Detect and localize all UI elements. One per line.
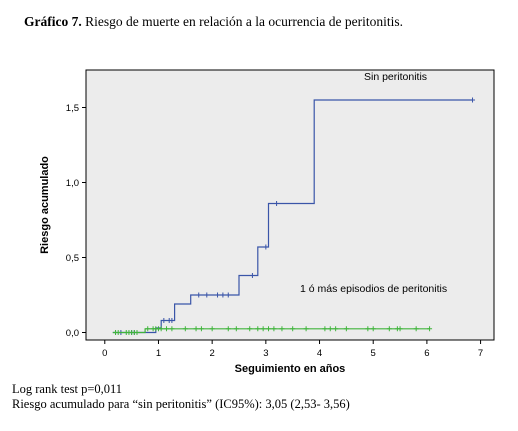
censor-mark-1: [397, 326, 403, 332]
censor-mark-0: [161, 318, 167, 323]
censor-mark-1: [182, 326, 188, 332]
censor-mark-1: [193, 326, 199, 332]
censor-mark-0: [220, 292, 226, 298]
series-label-peritonitis: 1 ó más episodios de peritonitis: [300, 283, 447, 295]
censor-mark-1: [413, 326, 419, 332]
censor-mark-1: [266, 326, 272, 332]
censor-mark-0: [225, 292, 231, 298]
axes: 0 1 2 3 4 5 6 7 0,0 0,5 1,0 1,5: [66, 103, 483, 359]
x-tick-label: 1: [156, 348, 161, 359]
censor-mark-1: [322, 326, 328, 332]
censor-mark-0: [204, 292, 210, 298]
censor-mark-1: [209, 326, 215, 332]
censor-mark-1: [134, 330, 140, 335]
risk-note: Riesgo acumulado para “sin peritonitis” …: [12, 397, 350, 411]
censor-mark-1: [365, 326, 371, 332]
censor-mark-1: [333, 326, 339, 332]
censor-mark-0: [169, 318, 175, 323]
censor-mark-0: [249, 273, 255, 278]
censor-mark-1: [327, 326, 333, 332]
censor-mark-1: [158, 326, 164, 332]
figure-label: Gráfico 7.: [24, 14, 82, 29]
censor-mark-0: [215, 292, 221, 298]
logrank-note: Log rank test p=0,011: [12, 382, 123, 396]
censor-mark-1: [145, 326, 151, 332]
censor-mark-1: [255, 326, 261, 332]
plot-area: [85, 69, 495, 341]
censor-mark-0: [263, 244, 269, 250]
x-tick-label: 6: [424, 348, 429, 359]
km-chart: 0 1 2 3 4 5 6 7 0,0 0,5 1,0 1,5 Sin peritonitis 1 ó…: [39, 69, 495, 375]
x-tick-label: 5: [371, 348, 376, 359]
x-tick-label: 3: [263, 348, 268, 359]
series-layer: [112, 97, 476, 335]
y-tick-label: 1,0: [66, 178, 79, 189]
censor-mark-1: [233, 326, 239, 332]
censor-mark-1: [386, 326, 392, 332]
y-axis-label: Riesgo acumulado: [39, 156, 51, 254]
y-tick-label: 0,0: [66, 328, 79, 339]
x-tick-label: 2: [210, 348, 215, 359]
censor-mark-1: [343, 326, 349, 332]
x-tick-label: 4: [317, 348, 322, 359]
x-tick-label: 0: [102, 348, 107, 359]
series-label-sin-peritonitis: Sin peritonitis: [364, 71, 427, 83]
censor-mark-0: [470, 97, 476, 103]
censor-mark-0: [196, 292, 202, 298]
y-tick-label: 1,5: [66, 103, 79, 114]
censor-mark-0: [274, 201, 280, 206]
censor-mark-1: [115, 330, 121, 335]
censor-mark-1: [164, 326, 170, 332]
censor-mark-1: [271, 326, 277, 332]
censor-mark-1: [198, 326, 204, 332]
censor-mark-1: [169, 326, 175, 332]
censor-mark-1: [370, 326, 376, 332]
censor-mark-1: [303, 326, 309, 332]
x-axis-label: Seguimiento en años: [235, 363, 346, 375]
censor-mark-1: [290, 326, 296, 332]
censor-mark-1: [279, 326, 285, 332]
censor-mark-1: [225, 326, 231, 332]
censor-mark-1: [247, 326, 253, 332]
censor-mark-1: [260, 326, 266, 332]
censor-mark-1: [427, 326, 433, 332]
figure-caption: Riesgo de muerte en relación a la ocurre…: [85, 14, 403, 29]
x-tick-label: 7: [478, 348, 483, 359]
y-tick-label: 0,5: [66, 253, 79, 264]
figure-title: Gráfico 7. Riesgo de muerte en relación …: [24, 14, 403, 30]
